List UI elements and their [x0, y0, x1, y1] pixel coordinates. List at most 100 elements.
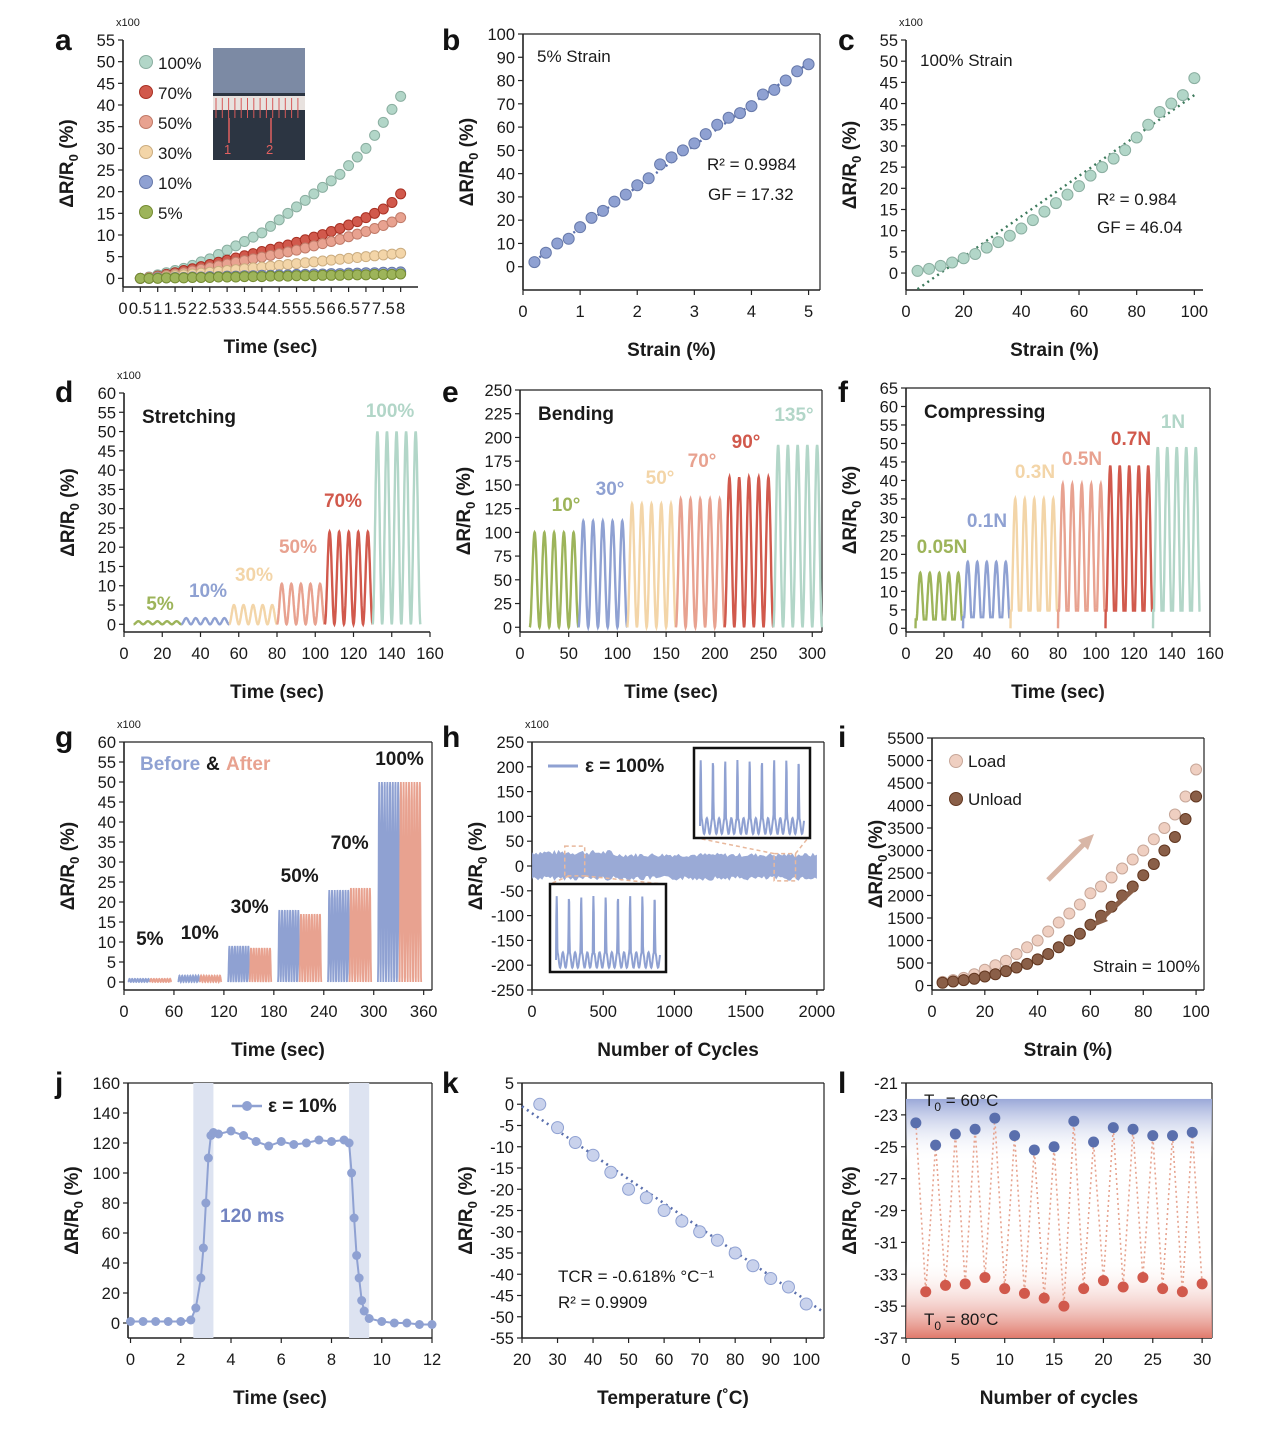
series-line-0.7N — [1104, 465, 1154, 629]
data-point-70% — [377, 203, 389, 215]
data-point — [1188, 72, 1201, 85]
y-tick-label: 200 — [496, 759, 524, 777]
data-point-100% — [282, 207, 294, 219]
y-tick-label: 125 — [484, 501, 512, 519]
y-tick-label: -35 — [874, 1298, 898, 1316]
y-axis-label-part: (%) — [58, 468, 79, 503]
series-label: 0.05N — [917, 537, 968, 558]
data-point — [427, 1320, 437, 1329]
data-point-Unload — [989, 968, 1002, 981]
x-tick-label: 2.5 — [198, 300, 221, 318]
y-tick-label: 40 — [880, 96, 898, 114]
data-point-80c — [959, 1278, 971, 1290]
y-axis-label-part: ΔR/R — [866, 862, 887, 909]
x-tick-label: 100 — [1181, 303, 1209, 321]
axis-multiplier: x100 — [899, 17, 923, 29]
data-point — [533, 1097, 547, 1111]
y-tick-label: -35 — [490, 1245, 514, 1263]
x-tick-label: 8 — [396, 300, 405, 318]
inset-signal — [699, 759, 805, 836]
y-tick-label: 45 — [880, 74, 898, 92]
group-label: 70% — [331, 833, 369, 854]
y-tick-label: 150 — [484, 477, 512, 495]
x-tick-label: 3.5 — [233, 300, 256, 318]
y-tick-label: 25 — [880, 528, 898, 546]
data-point-80c — [1058, 1300, 1070, 1312]
legend-label: ε = 10% — [268, 1096, 337, 1117]
data-point-80c — [1097, 1275, 1109, 1287]
data-point — [1015, 222, 1028, 235]
y-axis-label-part: ΔR/R — [840, 508, 861, 555]
data-point — [163, 1317, 173, 1326]
annotation-gf: GF = 17.32 — [708, 185, 794, 204]
data-point-Load — [1126, 853, 1139, 866]
data-point — [239, 1131, 249, 1140]
series-line-70% — [323, 528, 374, 629]
y-axis-label-part: (%) — [456, 1166, 477, 1201]
y-axis-label-part: ΔR/R — [840, 163, 861, 210]
data-point — [676, 144, 689, 157]
data-point — [734, 107, 747, 120]
chart-title: Bending — [538, 404, 614, 425]
y-tick-label: 100 — [92, 1165, 120, 1183]
data-point — [213, 1129, 223, 1139]
data-point — [596, 204, 609, 217]
x-tick-label: 5 — [292, 300, 301, 318]
x-tick-label: 0 — [119, 645, 128, 663]
data-point — [359, 1306, 369, 1316]
x-axis-label: Time (sec) — [230, 682, 324, 703]
data-point-Load — [1084, 887, 1097, 900]
panel-letter: l — [838, 1067, 846, 1100]
y-tick-label: 40 — [97, 97, 115, 115]
y-axis-label-part: (%) — [58, 822, 79, 857]
x-tick-label: 500 — [589, 1003, 617, 1021]
series-label: 10° — [552, 495, 581, 516]
x-axis-label: Time (sec) — [233, 1388, 327, 1409]
y-tick-label: 20 — [880, 180, 898, 198]
data-point-100% — [377, 116, 389, 128]
y-tick-label: 0 — [505, 1096, 514, 1114]
data-point — [551, 237, 564, 250]
y-tick-label: 1000 — [887, 933, 924, 951]
x-tick-label: 100 — [1182, 1003, 1210, 1021]
legend-label: Load — [968, 752, 1006, 771]
legend-ampersand: & — [206, 754, 220, 775]
x-tick-label: 50 — [560, 645, 578, 663]
data-point — [562, 232, 575, 245]
data-point — [710, 1233, 724, 1247]
series-line — [130, 1129, 432, 1326]
y-axis-label-subscript: 0 — [849, 1201, 864, 1208]
series-line-Before — [277, 909, 301, 983]
series-line-After — [198, 973, 223, 985]
y-tick-label: -29 — [874, 1203, 898, 1221]
series-line-100% — [371, 431, 422, 625]
y-tick-label: -40 — [490, 1266, 514, 1284]
data-point — [574, 221, 587, 234]
data-point — [226, 1126, 236, 1136]
x-tick-label: 15 — [1045, 1351, 1063, 1369]
group-label: 30% — [231, 897, 269, 918]
y-tick-label: 2500 — [887, 865, 924, 883]
y-axis-label: ΔR/R0 (%) — [58, 468, 82, 556]
y-tick-label: 2000 — [887, 888, 924, 906]
y-tick-label: 80 — [102, 1195, 120, 1213]
data-point — [608, 195, 621, 208]
y-tick-label: 5 — [106, 249, 115, 267]
y-tick-label: 20 — [102, 1285, 120, 1303]
y-tick-label: -50 — [500, 883, 524, 901]
y-tick-label: 150 — [496, 784, 524, 802]
y-axis-label-part: ΔR/R — [457, 160, 478, 207]
data-point — [276, 1137, 286, 1146]
data-point-Unload — [1190, 790, 1203, 803]
series-line-0.5N — [1056, 479, 1106, 629]
series-line-10% — [180, 616, 230, 626]
data-point-Load — [1116, 862, 1129, 875]
series-line-10° — [528, 529, 580, 631]
y-axis-label-part: ΔR/R — [58, 510, 79, 557]
x-tick-label: 1.5 — [164, 300, 187, 318]
series-line-Before — [327, 889, 351, 983]
y-axis-label-subscript: 0 — [465, 1201, 480, 1208]
y-tick-label: 120 — [92, 1135, 120, 1153]
panel-letter: d — [55, 376, 73, 409]
